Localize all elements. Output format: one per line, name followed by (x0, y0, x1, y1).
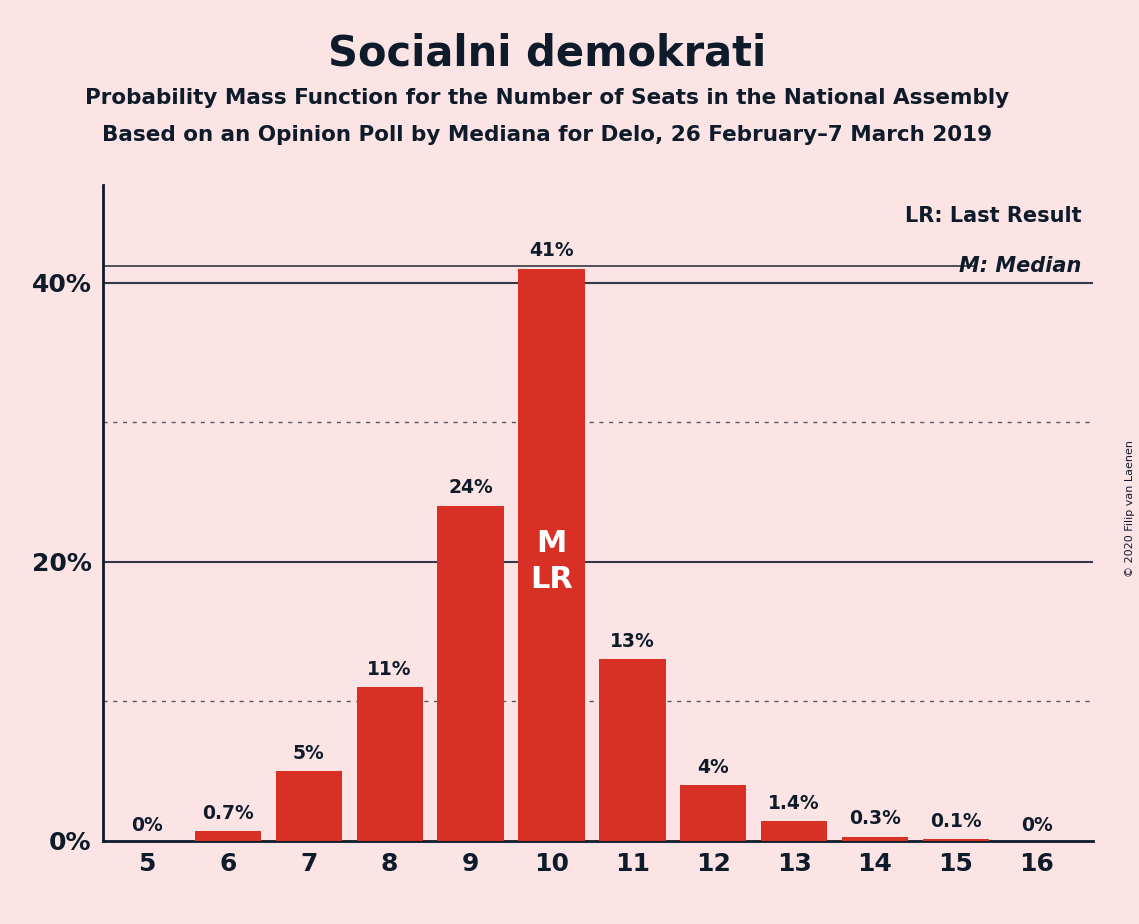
Text: Socialni demokrati: Socialni demokrati (328, 32, 765, 74)
Text: 0%: 0% (1021, 816, 1052, 835)
Text: 11%: 11% (368, 660, 412, 679)
Bar (195, 831, 261, 841)
Bar (518, 269, 584, 841)
Text: LR: Last Result: LR: Last Result (904, 205, 1081, 225)
Text: 24%: 24% (448, 479, 493, 497)
Bar (276, 771, 342, 841)
Text: 5%: 5% (293, 744, 325, 762)
Bar (923, 839, 989, 841)
Text: 13%: 13% (611, 632, 655, 651)
Text: M
LR: M LR (530, 529, 573, 594)
Text: 0.1%: 0.1% (931, 812, 982, 831)
Text: © 2020 Filip van Laenen: © 2020 Filip van Laenen (1125, 440, 1134, 577)
Text: 4%: 4% (697, 758, 729, 777)
Text: 41%: 41% (530, 241, 574, 261)
Bar (842, 836, 908, 841)
Bar (599, 660, 665, 841)
Text: Probability Mass Function for the Number of Seats in the National Assembly: Probability Mass Function for the Number… (84, 88, 1009, 108)
Text: 0.3%: 0.3% (849, 809, 901, 828)
Bar (357, 687, 423, 841)
Bar (761, 821, 827, 841)
Text: Based on an Opinion Poll by Mediana for Delo, 26 February–7 March 2019: Based on an Opinion Poll by Mediana for … (101, 125, 992, 145)
Bar (680, 785, 746, 841)
Bar (437, 505, 503, 841)
Text: 1.4%: 1.4% (769, 794, 820, 813)
Text: 0.7%: 0.7% (202, 804, 254, 822)
Text: M: Median: M: Median (959, 256, 1081, 275)
Text: 0%: 0% (131, 816, 163, 835)
